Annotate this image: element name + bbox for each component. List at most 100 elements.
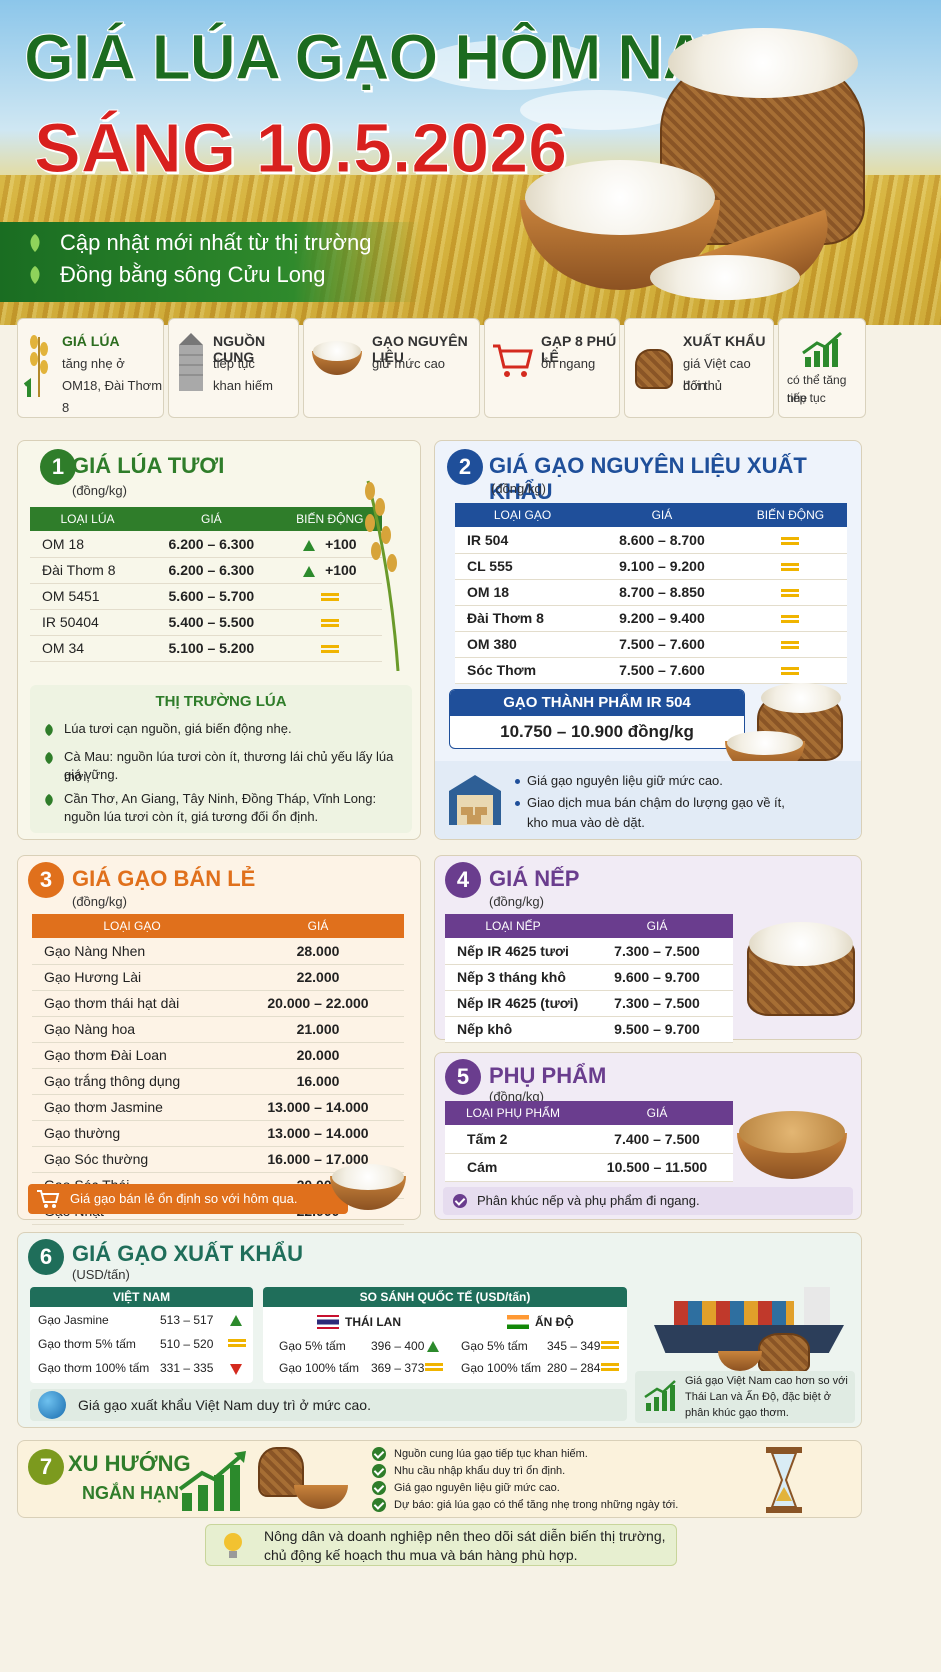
table-row: IR 504 8.600 – 8.700 (455, 527, 847, 554)
table-row: Đài Thơm 8 6.200 – 6.300 +100 (30, 557, 382, 584)
lightbulb-icon (224, 1533, 242, 1558)
summary-card-raw-rice: GẠO NGUYÊN LIỆU giữ mức cao (303, 318, 480, 418)
check-icon (372, 1447, 386, 1461)
table-row: IR 50404 5.400 – 5.500 (30, 609, 382, 636)
by-product-table: LOẠI PHỤ PHẨM GIÁ Tấm 2 7.400 – 7.500 Cám 1… (445, 1101, 733, 1182)
check-icon (372, 1498, 386, 1512)
table-row: CL 555 9.100 – 9.200 (455, 553, 847, 580)
leaf-bullet-icon (45, 794, 53, 806)
cargo-ship-image (644, 1281, 854, 1361)
summary-strip: GIÁ LÚA tăng nhẹ ở OM18, Đài Thơm 8 NGUỒ… (17, 318, 866, 418)
summary-card-forecast: có thể tăng nhẹ tiếp tục (778, 318, 866, 418)
market-note: nguồn lúa tươi còn ít, giá tương đối ổn … (64, 809, 319, 824)
section-title: GIÁ NẾP (489, 866, 580, 891)
thailand-flag-icon (317, 1315, 339, 1329)
market-note: Lúa tươi cạn nguồn, giá biến động nhẹ. (64, 721, 292, 736)
equal-icon (425, 1363, 443, 1371)
section-title: PHỤ PHẨM (489, 1063, 607, 1088)
table-row: OM 18 6.200 – 6.300 +100 (30, 531, 382, 558)
export-note: Giá gạo xuất khẩu Việt Nam duy trì ở mức… (78, 1397, 371, 1413)
summary-title: XUẤT KHẨU (683, 333, 766, 349)
summary-desc: tiếp tục (787, 391, 826, 405)
table-row: Cám 10.500 – 11.500 (445, 1153, 733, 1182)
section-unit: (đồng/kg) (489, 894, 544, 909)
hero-subtitle-line1: Cập nhật mới nhất từ thị trường (60, 230, 372, 255)
market-note: Cần Thơ, An Giang, Tây Ninh, Đồng Tháp, … (64, 791, 377, 806)
up-arrow-icon (230, 1315, 242, 1326)
table-row: Nếp khô 9.500 – 9.700 (445, 1016, 733, 1043)
summary-card-rice-price: GIÁ LÚA tăng nhẹ ở OM18, Đài Thơm 8 (17, 318, 164, 418)
equal-icon (781, 641, 800, 650)
finished-rice-price: 10.750 – 10.900 đồng/kg (500, 722, 694, 741)
table-row: Gạo thơm thái hạt dài 20.000 – 22.000 (32, 990, 404, 1017)
section-title: GIÁ GẠO BÁN LẺ (72, 866, 256, 891)
section-number: 1 (40, 449, 76, 485)
summary-desc: tăng nhẹ ở (62, 356, 125, 371)
panel-by-products: 5 PHỤ PHẨM (đồng/kg) LOẠI PHỤ PHẨM GIÁ Tấ… (434, 1052, 862, 1220)
raw-rice-note: kho mua vào dè dặt. (527, 815, 645, 830)
table-row: OM 34 5.100 – 5.200 (30, 635, 382, 662)
table-row: Gạo Nàng hoa 21.000 (32, 1016, 404, 1043)
panel-sticky-rice: 4 GIÁ NẾP (đồng/kg) LOẠI NẾP GIÁ Nếp IR 4… (434, 855, 862, 1043)
summary-desc: đối thủ (683, 378, 723, 393)
trend-up-chart-icon (178, 1451, 246, 1511)
growth-chart-icon (802, 331, 842, 367)
table-row: Gạo thơm Đài Loan 20.000 (32, 1042, 404, 1069)
hourglass-icon (766, 1447, 802, 1513)
equal-icon (781, 589, 800, 598)
section-number: 2 (447, 449, 483, 485)
summary-desc: khan hiếm (213, 378, 273, 393)
rice-sack-icon (635, 349, 673, 389)
summary-desc: có thể tăng nhẹ (787, 373, 847, 405)
market-title: THỊ TRƯỜNG LÚA (155, 693, 287, 710)
table-row: Tấm 2 7.400 – 7.500 (445, 1125, 733, 1154)
section-number: 6 (28, 1239, 64, 1275)
export-note-bar: Giá gạo xuất khẩu Việt Nam duy trì ở mức… (30, 1389, 627, 1421)
retail-note: Giá gạo bán lẻ ổn định so với hôm qua. (70, 1191, 298, 1206)
table-row: Nếp IR 4625 tươi 7.300 – 7.500 (445, 938, 733, 965)
table-row: OM 5451 5.600 – 5.700 (30, 583, 382, 610)
table-row: Nếp 3 tháng khô 9.600 – 9.700 (445, 964, 733, 991)
equal-icon (601, 1363, 619, 1371)
summary-title: GẠP 8 PHÚ LÊ (541, 333, 617, 365)
raw-rice-note: Giao dịch mua bán chậm do lượng gạo về í… (527, 795, 785, 810)
section-title: GIÁ GẠO XUẤT KHẨU (72, 1241, 303, 1266)
equal-icon (781, 615, 800, 624)
hero-banner: GIÁ LÚA GẠO HÔM NAY SÁNG 10.5.2026 Cập n… (0, 0, 941, 325)
panel-short-term-trend: 7 XU HƯỚNG NGẮN HẠN Nguồn cung lúa gạo t… (17, 1440, 862, 1518)
leaf-bullet-icon (45, 724, 53, 736)
advice-box: Nông dân và doanh nghiệp nên theo dõi sá… (205, 1524, 677, 1566)
by-product-note: Phân khúc nếp và phụ phẩm đi ngang. (477, 1193, 700, 1208)
equal-icon (781, 563, 800, 572)
leaf-icon (30, 234, 40, 252)
panel-raw-export-rice: 2 GIÁ GẠO NGUYÊN LIỆU XUẤT KHẨU (đồng/kg… (434, 440, 862, 840)
summary-desc: giữ mức cao (372, 356, 446, 371)
cart-icon (493, 344, 533, 377)
section-number: 5 (445, 1059, 481, 1095)
growth-chart-icon (644, 1380, 676, 1411)
table-row: Gạo trắng thông dụng 16.000 (32, 1068, 404, 1095)
hero-subtitle-banner: Cập nhật mới nhất từ thị trường Đồng bằn… (0, 222, 420, 302)
panel-retail-rice: 3 GIÁ GẠO BÁN LẺ (đồng/kg) LOẠI GẠO GIÁ G… (17, 855, 421, 1225)
silo-icon (179, 333, 203, 391)
equal-icon (320, 645, 339, 654)
paddy-price-table: LOẠI LÚA GIÁ BIẾN ĐỘNG OM 18 6.200 – 6.300 +… (30, 507, 382, 662)
section-number: 4 (445, 862, 481, 898)
market-note: giá vững. (64, 767, 119, 782)
equal-icon (320, 619, 339, 628)
sticky-rice-table: LOẠI NẾP GIÁ Nếp IR 4625 tươi 7.300 – 7.50… (445, 914, 733, 1043)
summary-card-export: XUẤT KHẨU giá Việt cao hơn đối thủ (624, 318, 774, 418)
rice-stalk-decoration (365, 480, 400, 671)
table-row: Sóc Thơm 7.500 – 7.600 (455, 657, 847, 684)
table-row: OM 18 8.700 – 8.850 (455, 579, 847, 606)
check-icon (372, 1464, 386, 1478)
section-unit: (đồng/kg) (491, 481, 546, 496)
hero-date: SÁNG 10.5.2026 (33, 109, 568, 187)
cart-icon (37, 1190, 60, 1208)
raw-rice-note: Giá gạo nguyên liệu giữ mức cao. (527, 773, 723, 788)
table-row: Gạo thơm Jasmine 13.000 – 14.000 (32, 1094, 404, 1121)
section-title: GIÁ GẠO NGUYÊN LIỆU XUẤT KHẨU (489, 453, 807, 504)
international-comparison-table: SO SÁNH QUỐC TẾ (USD/tấn) THÁI LAN ẤN ĐỘ… (263, 1287, 627, 1383)
export-side-note: Giá gạo Việt Nam cao hơn so với Thái Lan… (635, 1371, 855, 1423)
panel-fresh-paddy: 1 GIÁ LÚA TƯƠI (đồng/kg) LOẠI LÚA GIÁ BIẾN… (17, 440, 421, 840)
